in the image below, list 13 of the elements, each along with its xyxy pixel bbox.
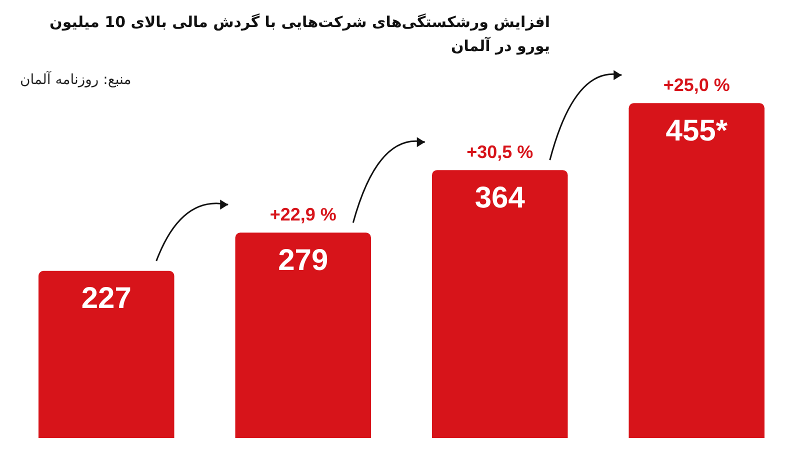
data-label: 279 [278,244,328,277]
data-label: 227 [81,282,132,316]
data-label: 455* [666,114,728,148]
text: منبع: روزنامه آلمان [20,72,132,88]
annotation: +25,0 % [663,75,730,96]
annotation: +30,5 % [466,142,534,162]
bar [628,103,765,438]
bar [432,170,568,438]
bar [38,270,174,438]
chart-title: افزایش ورشکستگی‌های شرکت‌هایی با گردش مالی بالای 10 میلیون یورو در آلمان [48,12,550,57]
annotation: +22,9 % [270,204,336,225]
data-label: 364 [474,181,526,214]
bar [235,232,372,438]
